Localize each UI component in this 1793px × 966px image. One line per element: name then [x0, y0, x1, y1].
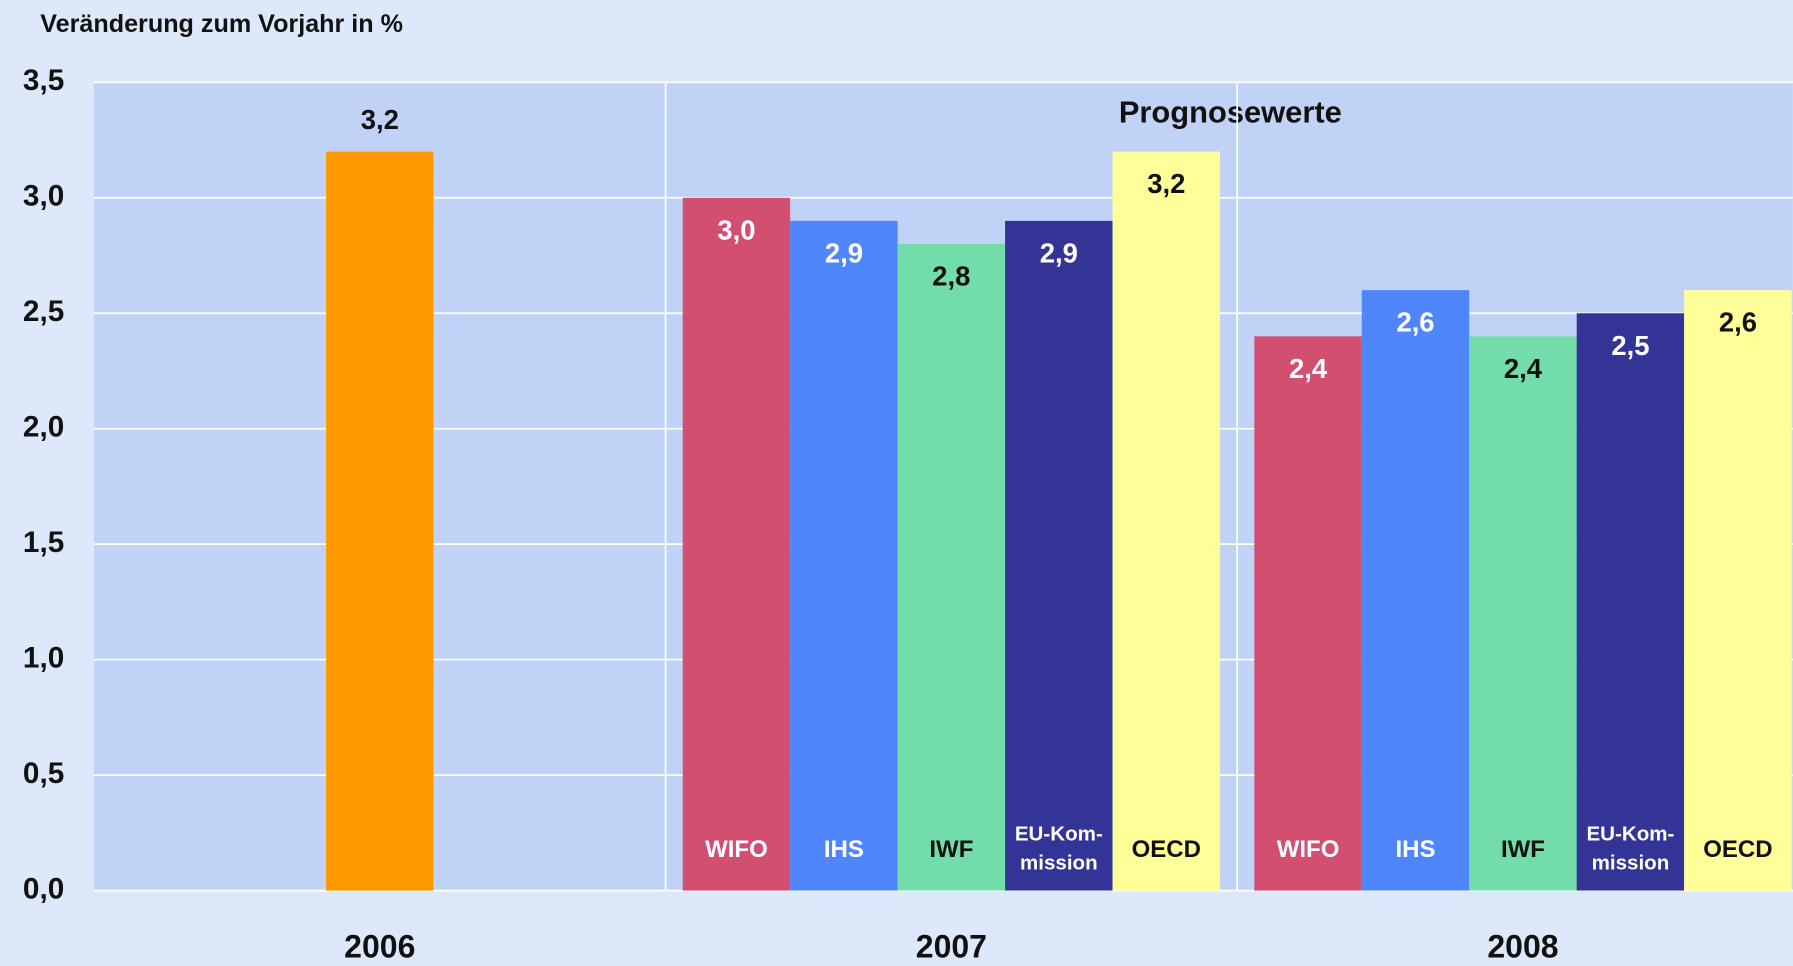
- data-label: 2,5: [1611, 330, 1649, 361]
- bar: [1361, 290, 1470, 891]
- data-label: 2,9: [825, 237, 863, 268]
- bar-name-label: WIFO: [1277, 836, 1340, 863]
- data-label: 2,4: [1504, 353, 1543, 384]
- data-label: 3,2: [1147, 168, 1185, 199]
- bar-name-label: WIFO: [705, 836, 768, 863]
- y-tick-label: 0,5: [23, 757, 64, 790]
- bar: [1005, 220, 1113, 891]
- y-tick-label: 1,5: [23, 526, 64, 559]
- data-label: 2,6: [1396, 307, 1434, 338]
- bar: [1469, 336, 1577, 891]
- bar-name-label: EU-Kom-mission: [1586, 823, 1674, 875]
- bar: [790, 220, 898, 891]
- bar: [1576, 313, 1685, 891]
- y-tick-label: 0,0: [23, 872, 64, 905]
- axis-title: Veränderung zum Vorjahr in %: [40, 10, 403, 38]
- x-tick-label: 2006: [344, 928, 415, 964]
- annotation: Prognosewerte: [1119, 94, 1342, 129]
- x-tick-label: 2008: [1487, 928, 1558, 964]
- data-label: 2,9: [1040, 237, 1078, 268]
- data-label: 3,2: [361, 104, 399, 135]
- bar-name-label: OECD: [1703, 836, 1772, 863]
- data-label: 3,0: [717, 214, 755, 245]
- bar-name-label: IHS: [824, 836, 864, 863]
- data-label: 2,6: [1719, 307, 1757, 338]
- bar-name-label: EU-Kom-mission: [1015, 823, 1103, 875]
- bar: [1684, 290, 1792, 891]
- y-tick-label: 1,0: [23, 641, 64, 674]
- data-label: 2,4: [1289, 353, 1328, 384]
- bar: [1112, 151, 1221, 891]
- y-tick-label: 2,5: [23, 295, 64, 328]
- data-label: 2,8: [932, 261, 970, 292]
- y-tick-label: 2,0: [23, 411, 64, 444]
- bar: [897, 243, 1006, 891]
- bar-name-label: IWF: [929, 836, 973, 863]
- bar-name-label: OECD: [1132, 836, 1201, 863]
- bar: [682, 197, 791, 891]
- bar-name-label: IHS: [1396, 836, 1436, 863]
- x-tick-label: 2007: [916, 928, 987, 964]
- y-tick-label: 3,0: [23, 180, 64, 213]
- y-tick-label: 3,5: [23, 64, 64, 97]
- bar: [326, 151, 434, 891]
- bar-name-label: IWF: [1501, 836, 1545, 863]
- bar: [1254, 336, 1362, 891]
